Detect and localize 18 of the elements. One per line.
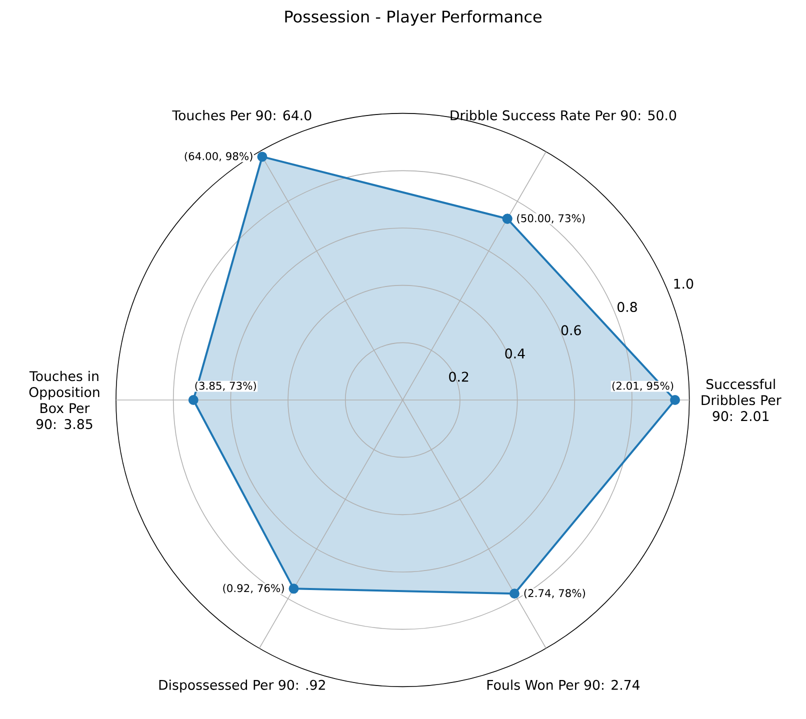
y-tick-label: 0.8 (618, 302, 637, 312)
y-tick-label: 1.0 (674, 278, 694, 289)
data-label: (2.74, 78%) (524, 588, 586, 598)
spoke-label: Touches in Opposition Box Per 90: 3.85 (29, 370, 100, 430)
y-tick-label: 0.4 (505, 348, 525, 359)
chart-title: Possession - Player Performance (285, 10, 542, 26)
data-label: (2.01, 95%) (612, 382, 674, 392)
spoke-label: Dispossessed Per 90: .92 (159, 680, 325, 693)
data-label: (64.00, 98%) (184, 152, 252, 162)
spoke-label: Successful Dribbles Per 90: 2.01 (702, 378, 782, 422)
y-tick-label: 0.6 (561, 325, 581, 336)
y-tick-label: 0.2 (449, 372, 468, 382)
data-label: (50.00, 73%) (517, 214, 585, 224)
spoke-label: Touches Per 90: 64.0 (172, 110, 312, 120)
spoke-label: Dribble Success Rate Per 90: 50.0 (450, 110, 676, 120)
data-label: (3.85, 73%) (195, 382, 256, 392)
data-label: (0.92, 76%) (223, 584, 284, 594)
spoke-label: Fouls Won Per 90: 2.74 (487, 680, 640, 690)
